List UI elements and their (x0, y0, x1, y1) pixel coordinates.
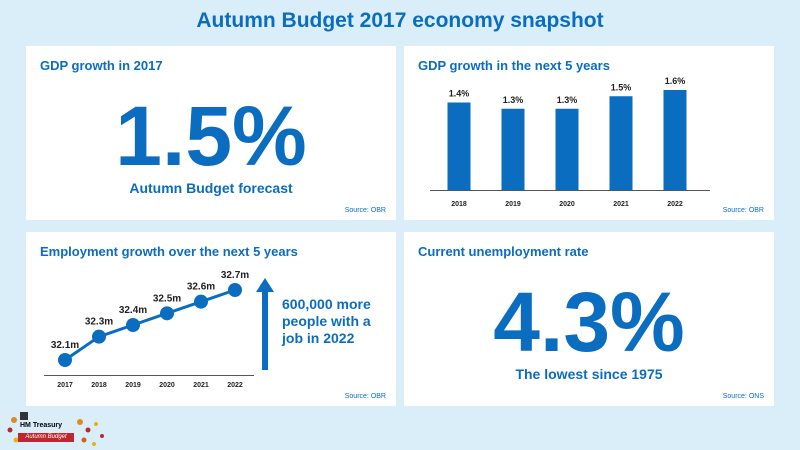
point-value-label: 32.3m (85, 317, 113, 328)
hm-treasury-logo: HM Treasury Autumn Budget (6, 408, 116, 448)
bar-x-tick-label: 2018 (451, 201, 467, 208)
point-value-label: 32.4m (119, 305, 147, 316)
employment-point-2018 (92, 329, 106, 344)
leaves-decoration-icon (7, 412, 104, 446)
line-x-tick-label: 2021 (193, 382, 209, 389)
employment-point-2021 (194, 294, 208, 309)
bar-2021 (609, 96, 633, 190)
unemployment-panel: Current unemployment rate 4.3% The lowes… (404, 232, 774, 406)
employment-point-2020 (160, 306, 174, 321)
employment-point-2022 (228, 283, 242, 297)
gdp-2017-source: Source: OBR (344, 207, 386, 214)
logo-line-1: HM Treasury (20, 422, 63, 429)
bar-value-label: 1.4% (449, 89, 470, 99)
arrow-text-line-1: 600,000 more (282, 296, 371, 312)
employment-point-2017 (58, 353, 72, 367)
page-title: Autumn Budget 2017 economy snapshot (196, 9, 604, 32)
line-x-tick-label: 2020 (159, 382, 175, 389)
bar-2022 (663, 90, 687, 190)
employment-title: Employment growth over the next 5 years (40, 244, 298, 259)
employment-line-chart: 32.1m 2017 32.3m 2018 32.4m 2019 32.5m 2020 32.6… (44, 270, 254, 389)
bar-2018 (447, 102, 471, 190)
unemployment-value: 4.3% (493, 275, 685, 369)
gdp-2017-title: GDP growth in 2017 (40, 58, 163, 73)
point-value-label: 32.6m (187, 282, 215, 293)
bar-x-tick-label: 2021 (613, 201, 629, 208)
bar-x-tick-label: 2019 (505, 201, 521, 208)
line-x-tick-label: 2019 (125, 382, 141, 389)
bar-value-label: 1.5% (611, 82, 632, 92)
point-value-label: 32.1m (51, 340, 79, 351)
gdp-2017-caption: Autumn Budget forecast (129, 180, 293, 196)
up-arrow-icon (256, 278, 274, 370)
arrow-text-line-2: people with a (282, 313, 371, 329)
point-value-label: 32.5m (153, 293, 181, 304)
logo-line-2: Autumn Budget (18, 433, 74, 442)
bar-value-label: 1.3% (503, 95, 524, 105)
employment-point-2019 (126, 318, 140, 332)
line-x-tick-label: 2017 (57, 382, 73, 389)
gdp-5y-panel: GDP growth in the next 5 years 1.4% 2018 1… (404, 46, 774, 220)
line-x-tick-label: 2018 (91, 382, 107, 389)
point-value-label: 32.7m (221, 270, 249, 281)
gdp-5y-source: Source: OBR (722, 207, 764, 214)
gdp-2017-panel: GDP growth in 2017 1.5% Autumn Budget fo… (26, 46, 396, 220)
bar-value-label: 1.3% (557, 95, 578, 105)
arrow-text-line-3: job in 2022 (282, 330, 355, 346)
bar-x-tick-label: 2022 (667, 201, 683, 208)
unemployment-source: Source: ONS (722, 393, 764, 400)
employment-source: Source: OBR (344, 393, 386, 400)
bar-2020 (555, 108, 579, 190)
gdp-5y-title: GDP growth in the next 5 years (418, 58, 610, 73)
unemployment-title: Current unemployment rate (418, 244, 589, 259)
line-x-tick-label: 2022 (227, 382, 243, 389)
gdp-2017-value: 1.5% (115, 89, 307, 183)
bar-value-label: 1.6% (665, 76, 686, 86)
employment-arrow-text: 600,000 more people with a job in 2022 (282, 296, 371, 347)
employment-panel: Employment growth over the next 5 years … (26, 232, 396, 406)
bar-2019 (501, 108, 525, 190)
unemployment-caption: The lowest since 1975 (515, 366, 663, 382)
bar-x-tick-label: 2020 (559, 201, 575, 208)
gdp-bar-chart: 1.4% 2018 1.3% 2019 1.3% 2020 1.5% 2021 1.6% 2022 (430, 76, 710, 208)
